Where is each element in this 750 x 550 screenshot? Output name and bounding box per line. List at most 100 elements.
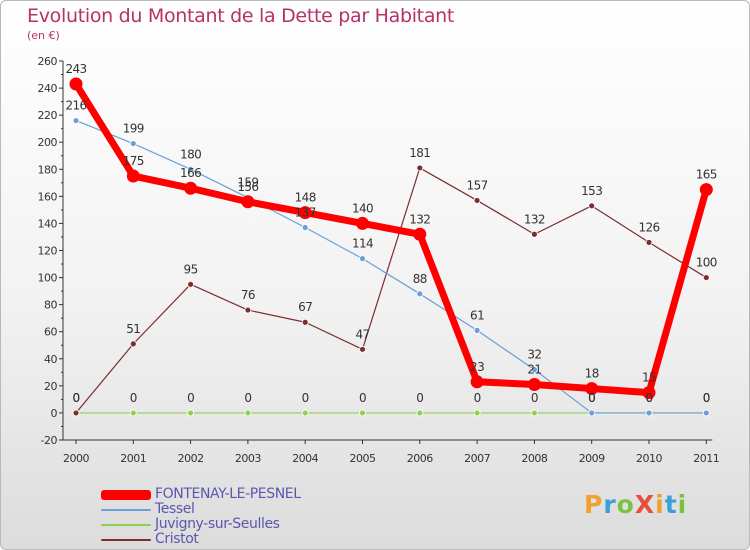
x-tick-label: 2008 (521, 452, 547, 465)
data-label: 148 (295, 191, 316, 205)
data-point (588, 409, 596, 417)
x-tick-label: 2002 (178, 452, 204, 465)
y-tick-label: -20 (41, 434, 58, 447)
data-point (527, 378, 541, 392)
labels-juvigny-sur-seulles: 0 0 0 0 0 0 0 0 0 0 0 0 (72, 391, 710, 405)
data-label: 0 (72, 391, 79, 405)
legend-item: FONTENAY-LE-PESNEL (101, 487, 301, 502)
data-label: 140 (352, 201, 373, 215)
y-tick-label: 160 (38, 190, 58, 203)
data-point (645, 409, 653, 417)
data-point (301, 318, 309, 326)
legend-item: Juvigny-sur-Seulles (101, 517, 301, 532)
data-point (699, 183, 713, 197)
labels-fontenay-le-pesnel: 243 175 166 156 148 140 132 23 21 18 15 165 (65, 62, 717, 385)
legend-label: Tessel (155, 501, 195, 517)
data-label: 0 (588, 391, 595, 405)
data-point (473, 326, 481, 334)
legend-item: Cristot (101, 532, 301, 547)
y-tick-label: 200 (38, 136, 58, 149)
data-point (473, 409, 481, 417)
data-point (241, 195, 255, 209)
data-label: 15 (642, 371, 656, 385)
data-point (473, 197, 481, 204)
labels-cristot: 0 51 95 76 67 47 181 157 132 153 126 100 (72, 146, 717, 405)
data-label: 243 (65, 62, 86, 76)
data-point (645, 238, 653, 246)
data-label: 0 (244, 391, 251, 405)
x-tick-label: 2009 (579, 452, 605, 465)
data-point (187, 165, 195, 173)
series-line (75, 119, 707, 414)
x-tick-label: 2007 (464, 452, 490, 465)
data-point (359, 409, 366, 417)
data-label: 180 (180, 147, 201, 161)
data-label: 216 (65, 99, 86, 113)
data-point (184, 181, 198, 195)
data-label: 23 (470, 360, 484, 374)
y-tick-label: 220 (38, 109, 58, 122)
data-point (129, 409, 137, 417)
legend-swatch (101, 508, 151, 511)
data-point (244, 409, 252, 417)
data-label: 0 (645, 391, 652, 405)
logo-letter: o (616, 490, 635, 519)
data-point (356, 216, 369, 230)
y-tick-label: 80 (44, 299, 57, 312)
data-point (702, 274, 710, 281)
data-label: 76 (241, 288, 255, 302)
x-tick-label: 2001 (120, 452, 146, 465)
data-point (301, 224, 309, 231)
data-point (588, 202, 596, 210)
y-tick-label: 180 (38, 163, 58, 176)
data-point (129, 340, 137, 348)
legend-swatch (101, 523, 151, 526)
data-point (126, 169, 140, 183)
series-fontenay-le-pesnel (69, 77, 713, 400)
data-label: 175 (123, 154, 144, 168)
legend-label: Juvigny-sur-Seulles (155, 516, 280, 532)
logo-letter: r (603, 490, 617, 519)
data-label: 100 (696, 256, 717, 270)
chart-title: Evolution du Montant de la Dette par Hab… (27, 5, 455, 27)
data-point (187, 280, 195, 288)
data-label: 67 (298, 300, 312, 314)
data-label: 114 (352, 237, 373, 251)
data-label: 51 (126, 322, 140, 336)
data-label: 0 (72, 391, 79, 405)
data-point (531, 409, 538, 417)
y-tick-label: 60 (44, 326, 57, 339)
y-tick-label: 120 (38, 245, 58, 258)
data-point (585, 382, 599, 396)
data-point (702, 409, 710, 417)
x-tick-label: 2011 (693, 452, 719, 465)
data-point (69, 77, 83, 91)
series-cristot (72, 164, 710, 417)
y-tick-label: 20 (44, 380, 57, 393)
y-tick-label: 140 (38, 217, 58, 230)
legend-swatch (101, 489, 151, 500)
data-point (416, 409, 424, 417)
data-label: 0 (645, 391, 652, 405)
data-point (531, 230, 538, 238)
data-label: 0 (703, 391, 710, 405)
data-label: 126 (638, 220, 659, 234)
data-label: 165 (696, 168, 717, 182)
data-label: 157 (467, 178, 488, 192)
legend-item: Tessel (101, 502, 301, 517)
logo-letter: i (677, 490, 688, 519)
data-label: 18 (585, 367, 599, 381)
data-label: 159 (237, 176, 258, 190)
data-point (416, 290, 424, 298)
data-point (72, 409, 80, 417)
logo-letter: t (664, 490, 678, 519)
data-point (359, 345, 366, 353)
data-label: 0 (416, 391, 423, 405)
data-label: 0 (531, 391, 538, 405)
data-label: 0 (588, 391, 595, 405)
data-label: 61 (470, 308, 484, 322)
x-tick-label: 2004 (292, 452, 318, 465)
data-point (244, 306, 252, 314)
